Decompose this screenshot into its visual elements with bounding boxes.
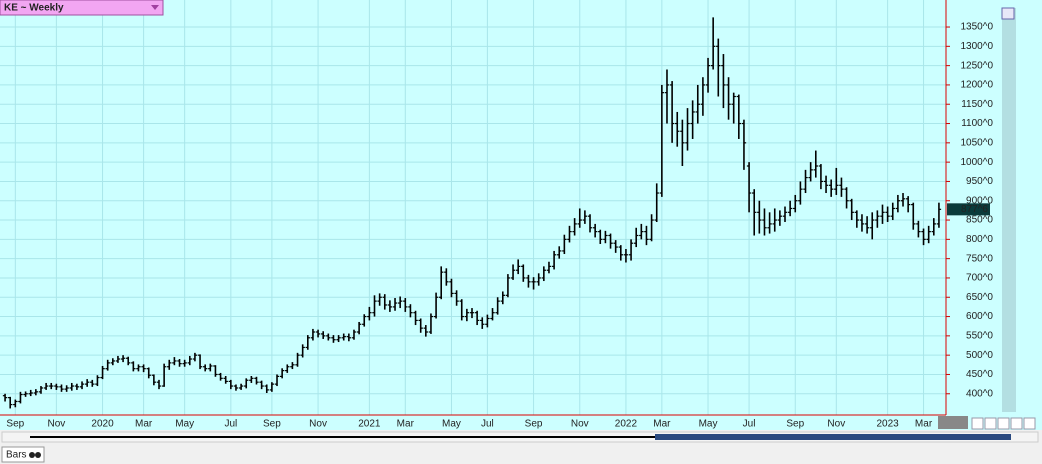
x-tick-label: May	[442, 419, 461, 430]
nav-button[interactable]	[984, 417, 997, 430]
x-tick-label: Mar	[135, 419, 153, 430]
x-tick-label: Sep	[6, 419, 24, 430]
y-tick-label: 1100^0	[961, 118, 993, 129]
x-tick-label: Mar	[653, 419, 671, 430]
x-tick-label: 2022	[615, 419, 638, 430]
y-tick-label: 1050^0	[961, 137, 994, 148]
symbol-dropdown[interactable]	[0, 0, 164, 16]
y-tick-label: 750^0	[966, 253, 993, 264]
x-tick-label: Jul	[224, 419, 237, 430]
y-tick-label: 950^0	[966, 176, 993, 187]
y-tick-label: 600^0	[966, 311, 993, 322]
x-tick-label: Nov	[309, 419, 327, 430]
scroll-thumb[interactable]	[655, 434, 1011, 440]
y-tick-label: 450^0	[966, 369, 993, 380]
tab-icon	[35, 452, 41, 458]
x-tick-label: 2023	[876, 419, 899, 430]
x-tick-label: Jul	[743, 419, 756, 430]
x-tick-label: Nov	[827, 419, 845, 430]
y-tick-label: 1000^0	[961, 157, 994, 168]
plot: Sep Nov 2020 Mar May Jul Sep Nov 2021 Mar May Jul Se…	[0, 0, 993, 430]
dropdown-arrow	[151, 5, 159, 10]
y-tick-label: 550^0	[966, 331, 993, 342]
nav-buttons	[971, 417, 1036, 430]
right-scroll-strip	[1002, 8, 1016, 412]
y-tick-label: 1150^0	[961, 99, 993, 110]
nav-button[interactable]	[1010, 417, 1023, 430]
y-tick-label: 1350^0	[961, 22, 994, 33]
y-tick-label: 650^0	[966, 292, 993, 303]
scroll-corner	[938, 416, 968, 429]
y-tick-label: 400^0	[966, 388, 993, 399]
y-tick-label: 800^0	[966, 234, 993, 245]
x-tick-label: Mar	[397, 419, 415, 430]
nav-button[interactable]	[971, 417, 984, 430]
y-tick-label: 1200^0	[961, 80, 994, 91]
x-tick-label: Sep	[263, 419, 281, 430]
last-price-badge	[947, 203, 990, 216]
x-tick-label: Sep	[786, 419, 804, 430]
nav-button[interactable]	[997, 417, 1010, 430]
y-tick-label: 1300^0	[961, 41, 994, 52]
x-tick-label: Jul	[481, 419, 494, 430]
y-tick-label: 900^0	[966, 195, 993, 206]
last-price-label: 877^6	[961, 204, 988, 215]
x-tick-label: Sep	[525, 419, 543, 430]
x-tick-label: Nov	[571, 419, 589, 430]
y-tick-label: 500^0	[966, 350, 993, 361]
x-tick-label: Mar	[915, 419, 933, 430]
tab-icon	[29, 452, 35, 458]
y-tick-label: 1250^0	[961, 60, 994, 71]
nav-button[interactable]	[1023, 417, 1036, 430]
tab-label: Bars	[6, 450, 27, 461]
tab[interactable]	[1, 446, 45, 463]
x-tick-label: Nov	[47, 419, 65, 430]
x-tick-label: May	[699, 419, 718, 430]
y-tick-label: 850^0	[966, 215, 993, 226]
x-tick-label: May	[175, 419, 194, 430]
y-tick-label: 700^0	[966, 273, 993, 284]
x-tick-label: 2020	[91, 419, 114, 430]
chart-title: KE ~ Weekly	[4, 3, 64, 14]
plot-background	[0, 0, 1042, 430]
x-tick-label: 2021	[358, 419, 381, 430]
panel-icon[interactable]	[1001, 7, 1015, 20]
